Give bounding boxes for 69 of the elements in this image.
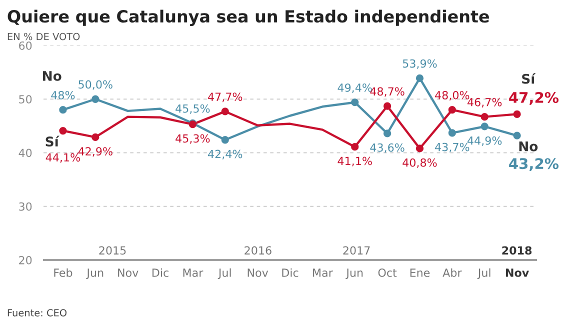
data-label: 42,4% xyxy=(208,150,242,160)
y-tick-label: 20 xyxy=(19,256,32,264)
x-tick-label: Nov xyxy=(118,268,138,277)
x-tick-label: Jul xyxy=(477,268,490,279)
y-tick-label: 60 xyxy=(19,41,32,50)
data-label: 47,2% xyxy=(509,92,559,105)
data-label: 45,3% xyxy=(176,134,210,144)
text: No xyxy=(43,71,62,81)
point xyxy=(513,132,521,140)
x-tick-label: Abr xyxy=(442,268,462,277)
data-label: 53,9% xyxy=(402,59,437,69)
data-label: 42,9% xyxy=(78,147,112,157)
text: Sí xyxy=(522,73,536,84)
point xyxy=(92,133,100,142)
point xyxy=(351,98,359,106)
point xyxy=(448,106,456,114)
annotation: 2018 xyxy=(502,246,532,255)
data-label: 44,9% xyxy=(468,136,502,146)
point xyxy=(448,129,456,137)
data-label: 48,0% xyxy=(435,90,470,100)
x-tick-label: Dic xyxy=(282,268,298,277)
point xyxy=(383,102,392,110)
source-note: Fuente: CEO xyxy=(8,309,67,316)
point xyxy=(416,144,424,152)
x-tick-label: Oct xyxy=(378,268,397,277)
point xyxy=(480,113,488,121)
x-tick-label: Ene xyxy=(410,268,430,277)
data-label: 48,7% xyxy=(370,87,404,97)
point xyxy=(416,74,424,82)
chart-title: Quiere que Catalunya sea un Estado independiente xyxy=(8,10,489,26)
data-label: 49,4% xyxy=(338,83,372,93)
annotation: 2016 xyxy=(244,246,272,255)
x-tick-label: Mar xyxy=(183,268,204,277)
data-label: 43,6% xyxy=(370,143,404,153)
data-label: 47,7% xyxy=(208,92,242,102)
y-tick-label: 40 xyxy=(18,148,32,158)
point xyxy=(221,108,229,116)
data-label: 45,5% xyxy=(176,104,210,114)
data-label: 48% xyxy=(51,90,75,100)
data-label: 43,2% xyxy=(509,158,559,171)
point xyxy=(92,95,100,103)
point xyxy=(383,130,392,138)
x-tick-label: Feb xyxy=(54,268,72,277)
point xyxy=(221,136,229,144)
x-tick-label: Mar xyxy=(313,268,333,277)
series-label: Sí xyxy=(46,136,60,147)
data-label: 43,7% xyxy=(435,142,470,152)
point xyxy=(480,122,488,130)
x-tick-label: Jun xyxy=(86,268,104,279)
data-label: 41,1% xyxy=(338,156,372,166)
x-tick-label: Jul xyxy=(218,268,231,279)
data-label: 40,8% xyxy=(402,158,437,168)
point xyxy=(513,110,521,118)
annotation: 2015 xyxy=(99,246,126,255)
point xyxy=(59,106,67,114)
data-label: 46,7% xyxy=(468,98,502,108)
point xyxy=(59,126,67,135)
y-tick-label: 30 xyxy=(19,202,32,211)
chart-subtitle: EN % DE VOTO xyxy=(8,32,80,40)
annotation: 2017 xyxy=(343,246,370,255)
x-tick-label: Dic xyxy=(152,268,168,277)
x-tick-label: Nov xyxy=(248,268,268,277)
x-tick-label: Jun xyxy=(346,268,363,279)
data-label: 50,0% xyxy=(78,80,112,90)
y-tick-label: 50 xyxy=(19,95,32,104)
point xyxy=(351,143,359,151)
x-tick-label: Nov xyxy=(506,268,529,277)
data-label: 44,1% xyxy=(46,153,80,163)
series-label: No xyxy=(519,142,538,152)
